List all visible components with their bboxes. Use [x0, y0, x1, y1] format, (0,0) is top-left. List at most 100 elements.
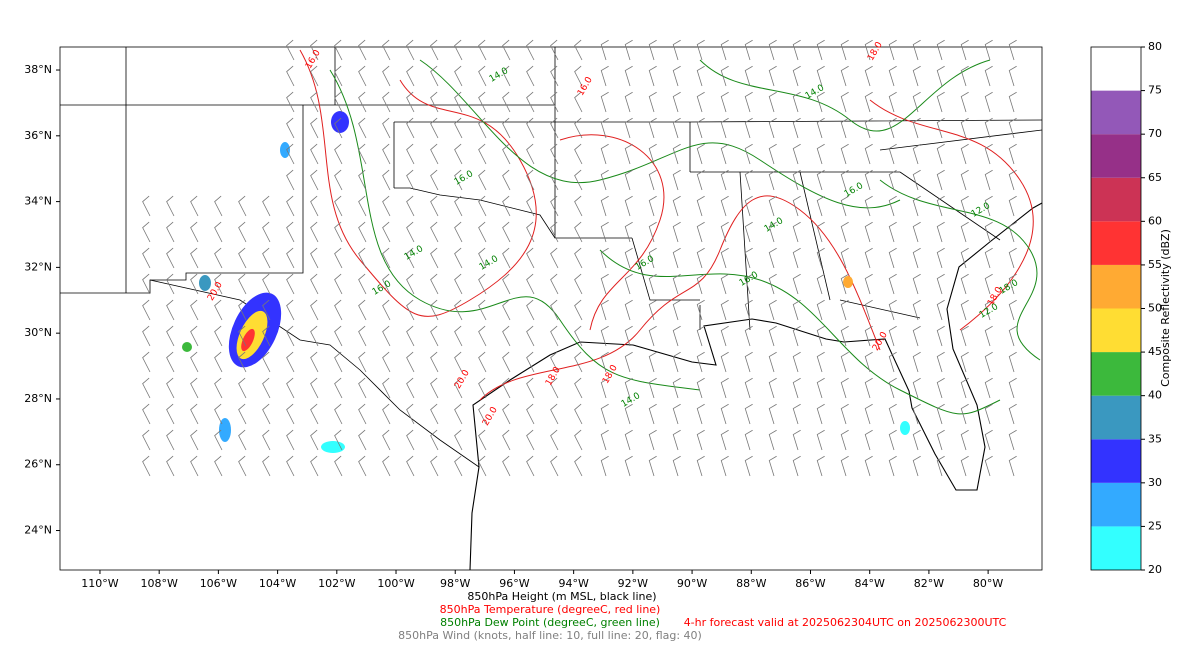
wind-barb: [382, 39, 391, 61]
wind-barb: [454, 221, 463, 243]
wind-barb: [310, 377, 319, 399]
x-tick-label: 104°W: [259, 577, 296, 590]
wind-barb: [984, 91, 993, 113]
wind-barb: [600, 169, 609, 191]
wind-barb: [190, 351, 199, 373]
wind-barb: [310, 455, 319, 477]
wind-barb: [960, 351, 969, 373]
y-tick-label: 26°N: [24, 458, 52, 471]
wind-barb: [864, 91, 873, 113]
wind-barb: [960, 143, 969, 165]
wind-barb: [600, 325, 609, 347]
wind-barb: [574, 65, 583, 87]
wind-barb: [334, 221, 343, 243]
wind-barb: [864, 351, 873, 373]
wind-barb: [912, 273, 921, 295]
wind-barb: [912, 429, 921, 451]
wind-barb: [888, 299, 897, 321]
colorbar-band: [1091, 221, 1141, 265]
wind-barb: [550, 195, 559, 217]
wind-barb: [454, 325, 463, 347]
wind-barb: [888, 455, 897, 477]
wind-barb: [1008, 143, 1017, 165]
wind-barb: [600, 221, 609, 243]
wind-barb: [574, 403, 583, 425]
wind-barb: [792, 377, 801, 399]
wind-barb: [502, 429, 511, 451]
wind-barb: [624, 351, 633, 373]
wind-barb: [624, 299, 633, 321]
wind-barb: [984, 429, 993, 451]
colorbar-tick-label: 75: [1148, 84, 1162, 97]
wind-barb: [864, 117, 873, 139]
wind-barb: [550, 221, 559, 243]
wind-barb: [696, 91, 705, 113]
dew-point-contour: [699, 59, 991, 132]
wind-barb: [454, 429, 463, 451]
colorbar-band: [1091, 439, 1141, 483]
wind-barb: [696, 273, 705, 295]
wind-barb: [960, 403, 969, 425]
wind-barb: [648, 273, 657, 295]
wind-barb: [574, 247, 583, 269]
wind-barb: [984, 247, 993, 269]
wind-barb: [502, 455, 511, 477]
wind-barb: [286, 221, 295, 243]
temperature-contour: [559, 134, 665, 331]
wind-barb: [262, 247, 271, 269]
wind-barb: [696, 325, 705, 347]
wind-barb: [600, 39, 609, 61]
wind-barb: [214, 221, 223, 243]
wind-barb: [816, 299, 825, 321]
wind-barb: [936, 65, 945, 87]
wind-barb: [720, 91, 729, 113]
wind-barb: [744, 195, 753, 217]
x-tick-label: 84°W: [855, 577, 885, 590]
wind-barb: [672, 299, 681, 321]
wind-barb: [142, 455, 151, 477]
wind-barb: [888, 169, 897, 191]
wind-barb: [382, 351, 391, 373]
wind-barb: [816, 325, 825, 347]
wind-barb: [888, 65, 897, 87]
wind-barb: [166, 195, 175, 217]
wind-barb: [864, 299, 873, 321]
wind-barb: [406, 247, 415, 269]
wind-barb: [648, 117, 657, 139]
wind-barb: [166, 455, 175, 477]
wind-barb: [406, 429, 415, 451]
wind-barb: [648, 403, 657, 425]
wind-barb: [600, 247, 609, 269]
wind-barb: [672, 195, 681, 217]
wind-barb: [382, 117, 391, 139]
wind-barb: [696, 221, 705, 243]
wind-barb: [648, 143, 657, 165]
wind-barb: [430, 195, 439, 217]
wind-barb: [334, 195, 343, 217]
wind-barb: [310, 403, 319, 425]
wind-barb: [744, 221, 753, 243]
wind-barb: [864, 377, 873, 399]
wind-barb: [816, 117, 825, 139]
wind-barb: [840, 273, 849, 295]
wind-barb: [262, 299, 271, 321]
wind-barb: [526, 169, 535, 191]
wind-barb: [478, 117, 487, 139]
wind-barb: [648, 169, 657, 191]
wind-barb: [816, 455, 825, 477]
wind-barb: [936, 273, 945, 295]
wind-barb: [190, 273, 199, 295]
wind-barb: [214, 325, 223, 347]
colorbar-tick-label: 20: [1148, 563, 1162, 576]
wind-barb: [768, 221, 777, 243]
wind-barb: [888, 403, 897, 425]
wind-barb: [334, 39, 343, 61]
wind-barb: [720, 195, 729, 217]
wind-barb: [550, 455, 559, 477]
wind-barb: [478, 403, 487, 425]
wind-barb: [526, 117, 535, 139]
wind-barb: [840, 377, 849, 399]
wind-barb: [744, 169, 753, 191]
wind-barb: [912, 247, 921, 269]
wind-barb: [358, 455, 367, 477]
